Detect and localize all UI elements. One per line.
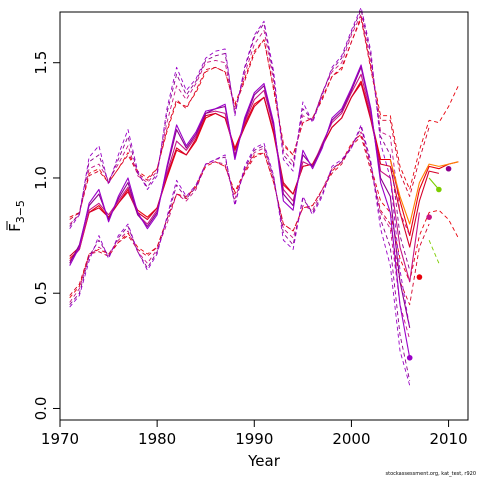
x-tick-label-1980: 1980	[138, 430, 176, 448]
series-line-orange-estimate-15	[389, 159, 459, 225]
y-tick-label-2: 1.0	[32, 166, 50, 190]
series-line-crimson-upper-4	[69, 18, 430, 220]
series-line-magenta-lower-8	[69, 131, 411, 340]
y-axis-title-subscript: 3−5	[14, 200, 27, 223]
y-axis: 0.0 0.5 1.0 1.5	[32, 51, 61, 421]
series-line-magenta-estimate-6	[69, 73, 420, 283]
x-axis-title: Year	[247, 452, 281, 470]
endpoint-markers	[406, 165, 452, 361]
endpoint-point-2010	[445, 165, 452, 172]
svg-text:F3−5: F3−5	[6, 200, 27, 232]
x-axis: 1970 1980 1990 2000 2010	[41, 419, 468, 448]
source-note: stockassessment.org, kat_test, r920	[385, 471, 477, 477]
series-line-purple-lower-11	[69, 126, 411, 381]
series-line-purple-upper-10	[69, 9, 411, 271]
x-tick-label-2010: 2010	[429, 430, 467, 448]
y-tick-label-1: 0.5	[32, 281, 50, 305]
y-tick-label-3: 1.5	[32, 51, 50, 75]
x-tick-label-1990: 1990	[235, 430, 273, 448]
x-tick-label-1970: 1970	[41, 430, 79, 448]
endpoint-point-2006	[406, 354, 413, 361]
series-line-violet-estimate-12	[69, 64, 411, 358]
x-tick-label-2000: 2000	[332, 430, 370, 448]
series-lines	[69, 6, 459, 386]
series-line-crimson-lower-5	[69, 136, 430, 306]
endpoint-point-2007	[416, 274, 423, 280]
y-tick-label-0: 0.0	[32, 397, 50, 421]
y-axis-title: F3−5	[6, 200, 27, 232]
endpoint-point-2008	[426, 214, 432, 220]
series-line-violet-upper-13	[69, 6, 411, 328]
y-axis-title-main: F	[6, 223, 24, 232]
series-line-violet-lower-14	[69, 124, 411, 386]
endpoint-point-2009	[436, 186, 442, 193]
